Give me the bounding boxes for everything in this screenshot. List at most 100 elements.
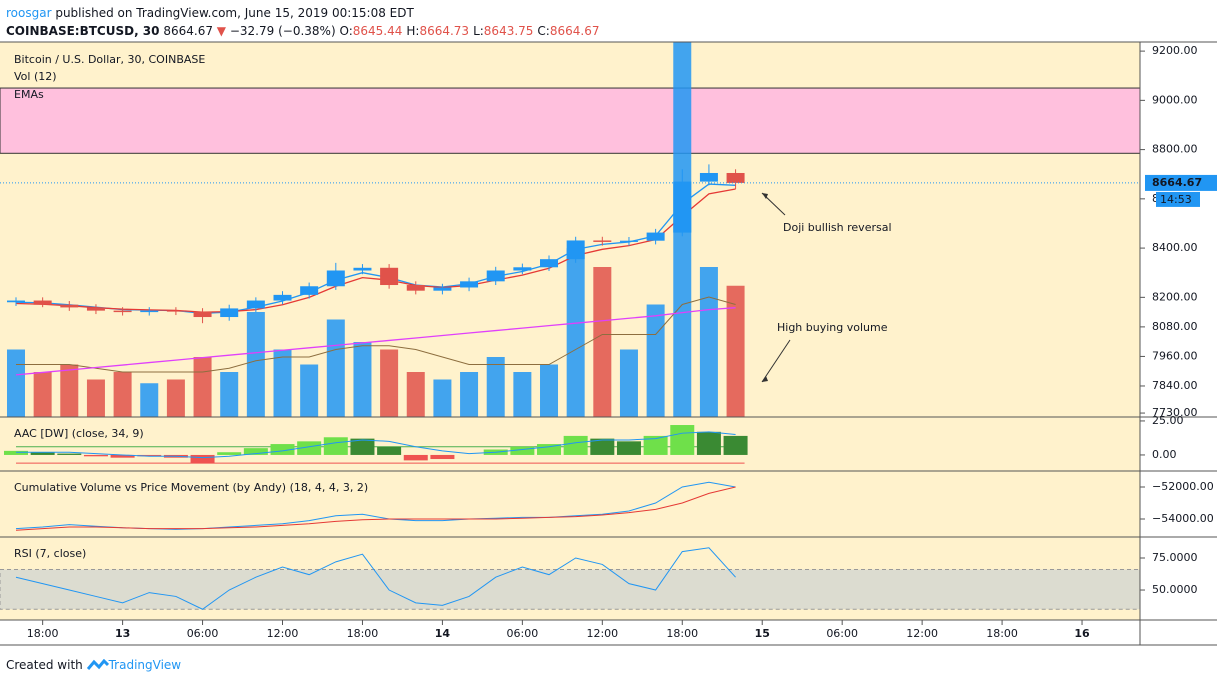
volume-bar [246, 312, 265, 417]
volume-bar [353, 342, 372, 417]
candle-body [353, 267, 372, 271]
x-tick-label: 14 [435, 627, 451, 640]
ohlc-label: O: [339, 24, 353, 38]
logo [86, 658, 109, 670]
y-tick-label: 8400.00 [1152, 241, 1198, 254]
volume-bar [326, 319, 345, 417]
last-price-box [1145, 174, 1217, 191]
title: Bitcoin / U.S. Dollar, 30, COINBASE [14, 53, 205, 66]
candle-body [460, 281, 479, 288]
aac-bar [190, 454, 215, 464]
volume-bar [193, 357, 212, 417]
candle-body [540, 259, 559, 268]
publish-line: roosgar published on TradingView.com, Ju… [6, 4, 603, 22]
title: AAC [DW] (close, 34, 9) [14, 427, 144, 440]
y-tick-label: 9000.00 [1152, 93, 1198, 106]
axis-bg [1140, 42, 1217, 620]
countdown-box [1156, 191, 1200, 207]
quote-line: COINBASE:BTCUSD, 30 8664.67 ▼ −32.79 (−0… [6, 22, 603, 40]
candle-body [326, 270, 345, 287]
volume-bar [273, 349, 292, 417]
annotation: High buying volume [777, 321, 888, 334]
candle-body [673, 181, 692, 233]
aac-bar [297, 441, 322, 455]
candle-body [433, 287, 452, 291]
ohlc-value: 8664.67 [549, 24, 600, 38]
y-tick-label: 7730.00 [1152, 406, 1198, 419]
aac-bar [723, 435, 748, 455]
brand[interactable]: TradingView [108, 658, 182, 672]
y-tick-label: −52000.00 [1152, 480, 1214, 493]
aac-bar [643, 435, 668, 455]
arrow-head [762, 376, 768, 382]
aac-bar [110, 454, 135, 458]
y-tick-label: 8080.00 [1152, 320, 1198, 333]
countdown: 14:53 [1160, 193, 1192, 206]
author[interactable]: roosgar [6, 6, 52, 20]
aac-bar [430, 454, 455, 460]
y-tick-label: 50.0000 [1152, 583, 1198, 596]
candle-body [300, 286, 319, 295]
last-price-label: 8664.67 [1152, 176, 1202, 189]
candle-body [193, 311, 212, 318]
volume-bar [113, 372, 132, 417]
volume-bar [486, 357, 505, 417]
aac-bar [377, 446, 402, 455]
ohlc-value: 8645.44 [352, 24, 403, 38]
rsi-band [0, 569, 1141, 610]
volume-ma [15, 296, 736, 373]
candle-body [726, 172, 745, 183]
x-tick-label: 16 [1074, 627, 1090, 640]
x-tick-label: 12:00 [267, 627, 299, 640]
title: Cumulative Volume vs Price Movement (by … [14, 481, 368, 494]
symbol: COINBASE:BTCUSD, 30 [6, 24, 160, 38]
ohlc-label: L: [473, 24, 484, 38]
title: RSI (7, close) [14, 547, 86, 560]
indicator-line [15, 547, 736, 610]
arrow-head [762, 193, 768, 199]
ohlc-value: 8643.75 [483, 24, 534, 38]
annotation-arrow [761, 339, 791, 383]
aac-bar [563, 435, 588, 455]
aac-bar [537, 444, 562, 455]
volume-bar [33, 372, 52, 417]
x-tick-label: 12:00 [906, 627, 938, 640]
candle-body [113, 310, 132, 313]
x-tick-label: 06:00 [826, 627, 858, 640]
change: −32.79 (−0.38%) [229, 24, 336, 38]
candle-body [646, 232, 665, 241]
signal-line [15, 431, 736, 459]
candle-body [619, 240, 638, 242]
aac-bar [510, 446, 535, 455]
x-tick-label: 18:00 [986, 627, 1018, 640]
candle-body [166, 310, 185, 312]
aac-bar [30, 452, 55, 455]
y-tick-label: 25.00 [1152, 414, 1184, 427]
published: published on TradingView.com, June 15, 2… [51, 6, 414, 20]
volume-bar [566, 248, 585, 417]
candle-body [566, 240, 585, 260]
volume-bar [380, 349, 399, 417]
x-tick-label: 06:00 [507, 627, 539, 640]
y-tick-label: 7840.00 [1152, 379, 1198, 392]
aac-bar [670, 425, 695, 455]
candle-body [33, 300, 52, 305]
x-tick-label: 06:00 [187, 627, 219, 640]
annotation: Doji bullish reversal [783, 221, 892, 234]
created: Created with [6, 658, 83, 672]
ohlc-value: 8664.73 [419, 24, 470, 38]
x-tick-label: 18:00 [27, 627, 59, 640]
volume-bar [460, 372, 479, 417]
aac-bar [243, 448, 268, 455]
y-tick-label: 8200.00 [1152, 290, 1198, 303]
candle-body [273, 294, 292, 301]
volume-bar [140, 383, 159, 417]
volume-bar [540, 364, 559, 417]
volume-bar [166, 379, 185, 417]
candle-body [513, 267, 532, 271]
volume-bar [220, 372, 239, 417]
volume-bar [406, 372, 425, 417]
volume-bar [699, 267, 718, 417]
candle-body [699, 172, 718, 182]
